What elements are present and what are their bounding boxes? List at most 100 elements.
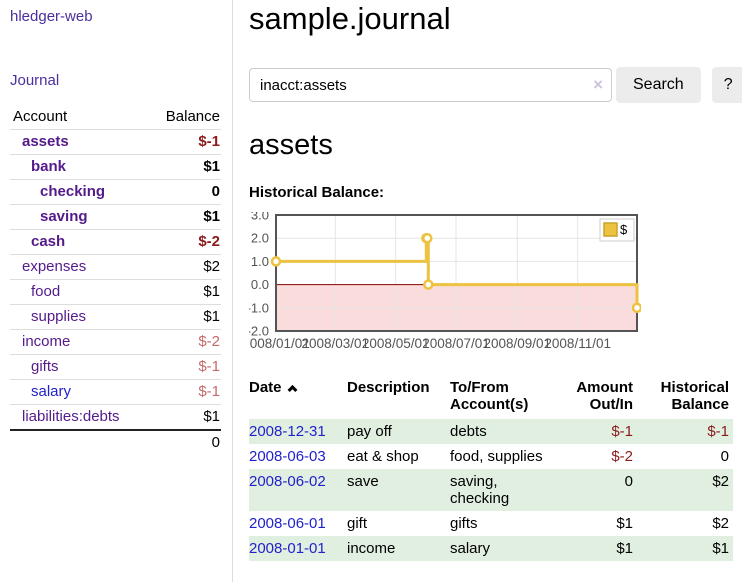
account-balance: $1	[203, 283, 220, 300]
account-row: gifts $-1	[10, 354, 221, 380]
sidebar-item-journal[interactable]: Journal	[10, 72, 60, 89]
accounts-header-account: Account	[13, 108, 68, 125]
register-header-description: Description	[347, 378, 430, 396]
transaction-description: income	[347, 539, 396, 557]
account-row: saving $1	[10, 204, 221, 230]
transaction-balance: $2	[712, 472, 729, 490]
svg-text:2.0: 2.0	[251, 231, 269, 246]
transaction-amount: 0	[624, 472, 633, 490]
account-link[interactable]: liabilities:debts	[22, 408, 120, 425]
account-link[interactable]: checking	[40, 183, 106, 200]
svg-text:0.0: 0.0	[251, 277, 269, 292]
account-balance: 0	[211, 183, 220, 200]
svg-text:2008/03/01: 2008/03/01	[302, 336, 370, 351]
transaction-date-link[interactable]: 2008-06-01	[249, 514, 326, 532]
account-row: cash $-2	[10, 229, 221, 255]
sidebar: hledger-web Journal Account Balance asse…	[0, 0, 233, 582]
transaction-date-cell: 2008-01-01	[249, 536, 347, 561]
transaction-balance: 0	[720, 447, 729, 465]
account-row: supplies $1	[10, 304, 221, 330]
accounts-total-value: 0	[211, 434, 220, 451]
account-row: salary $-1	[10, 379, 221, 405]
transaction-description: eat & shop	[347, 447, 419, 465]
search-input[interactable]	[249, 68, 612, 103]
transaction-date-link[interactable]: 2008-01-01	[249, 539, 326, 557]
transaction-amount: $1	[616, 514, 633, 532]
transaction-date-cell: 2008-12-31	[249, 419, 347, 444]
transaction-accounts: salary	[450, 539, 491, 557]
transaction-row: 2008-12-31 pay off debts $-1 $-1	[249, 418, 733, 444]
search-input-wrap: ×	[249, 68, 612, 103]
register-header-balance: Historical Balance	[660, 378, 729, 413]
transaction-description: save	[347, 472, 379, 490]
account-row: checking 0	[10, 179, 221, 205]
historical-balance-chart: $3.0 2.0 1.0 0.0 -1.0 -2.02008/01/012008/03/0…	[242, 207, 742, 358]
account-link[interactable]: food	[31, 283, 61, 300]
account-balance: $-2	[198, 233, 220, 250]
account-link[interactable]: supplies	[31, 308, 87, 325]
account-link[interactable]: salary	[31, 383, 72, 400]
app-title-link[interactable]: hledger-web	[10, 8, 93, 25]
accounts-total-row: 0	[10, 430, 221, 455]
register-table: Date Description To/From Account(s) Amou…	[249, 377, 733, 561]
main-content: sample.journal × Search ? assets Histori…	[233, 0, 742, 582]
account-link[interactable]: saving	[40, 208, 88, 225]
account-row: assets $-1	[10, 129, 221, 155]
transaction-date-link[interactable]: 2008-06-02	[249, 472, 326, 490]
transaction-amount: $-2	[611, 447, 633, 465]
account-balance: $1	[203, 308, 220, 325]
account-balance: $2	[203, 258, 220, 275]
svg-text:1.0: 1.0	[251, 254, 269, 269]
transaction-amount: $-1	[611, 422, 633, 440]
account-link[interactable]: expenses	[22, 258, 87, 275]
svg-text:-2.0: -2.0	[249, 323, 269, 338]
account-balance: $-1	[198, 383, 220, 400]
search-button[interactable]: Search	[616, 67, 701, 104]
register-header-row: Date Description To/From Account(s) Amou…	[249, 377, 733, 419]
register-table-body: 2008-12-31 pay off debts $-1 $-1 2008-06-03 ea…	[249, 418, 733, 561]
chart-label: Historical Balance:	[249, 183, 385, 201]
account-link[interactable]: cash	[31, 233, 66, 250]
search-form: × Search ?	[249, 67, 742, 104]
chart-svg: $3.0 2.0 1.0 0.0 -1.0 -2.02008/01/012008/03/0…	[242, 207, 643, 351]
transaction-date-link[interactable]: 2008-12-31	[249, 422, 326, 440]
svg-text:$: $	[620, 222, 628, 237]
account-link[interactable]: gifts	[31, 358, 59, 375]
transaction-date-cell: 2008-06-01	[249, 511, 347, 536]
transaction-date-link[interactable]: 2008-06-03	[249, 447, 326, 465]
account-row: expenses $2	[10, 254, 221, 280]
accounts-header-balance: Balance	[165, 108, 220, 125]
svg-text:2008/07/01: 2008/07/01	[422, 336, 490, 351]
transaction-row: 2008-01-01 income salary $1 $1	[249, 535, 733, 561]
account-balance: $1	[203, 208, 220, 225]
help-button[interactable]: ?	[711, 67, 742, 104]
sort-ascending-icon	[287, 384, 297, 395]
account-row: bank $1	[10, 154, 221, 180]
transaction-balance: $1	[712, 539, 729, 557]
transaction-date-cell: 2008-06-03	[249, 444, 347, 469]
svg-text:2008/09/01: 2008/09/01	[484, 336, 552, 351]
register-header-date[interactable]: Date	[249, 377, 347, 419]
svg-text:3.0: 3.0	[251, 212, 269, 223]
transaction-accounts: saving, checking	[450, 472, 510, 507]
register-header-amount: Amount Out/In	[576, 378, 633, 413]
transaction-description: gift	[347, 514, 368, 532]
transaction-date-cell: 2008-06-02	[249, 469, 347, 511]
account-link[interactable]: bank	[31, 158, 67, 175]
clear-search-icon[interactable]: ×	[593, 75, 603, 95]
svg-text:2008/05/01: 2008/05/01	[362, 336, 430, 351]
svg-text:2008/01/01: 2008/01/01	[249, 336, 310, 351]
accounts-table-body: assets $-1 bank $1 checking 0 saving $1 cash $-2 e…	[10, 129, 221, 456]
transaction-balance: $2	[712, 514, 729, 532]
transaction-description: pay off	[347, 422, 392, 440]
transaction-balance: $-1	[707, 422, 729, 440]
account-row: income $-2	[10, 329, 221, 355]
accounts-table-header: Account Balance	[10, 105, 221, 130]
account-row: liabilities:debts $1	[10, 404, 221, 431]
account-heading: assets	[249, 129, 333, 162]
account-balance: $1	[203, 158, 220, 175]
account-link[interactable]: assets	[22, 133, 69, 150]
account-link[interactable]: income	[22, 333, 71, 350]
transaction-row: 2008-06-03 eat & shop food, supplies $-2 0	[249, 444, 733, 469]
